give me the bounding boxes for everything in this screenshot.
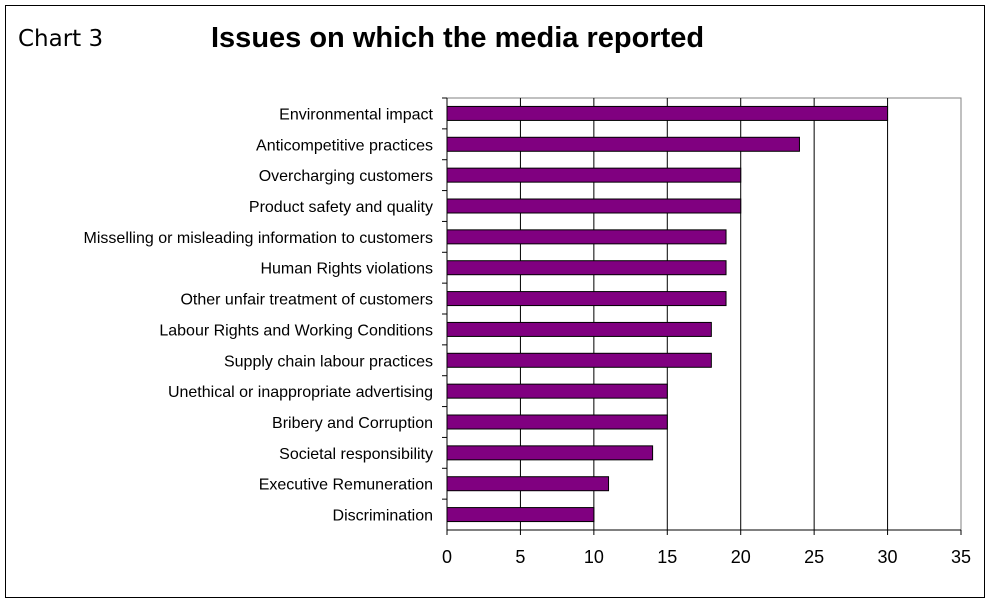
x-tick-label: 15: [657, 547, 677, 567]
bar: [446, 229, 727, 245]
category-label: Anticompetitive practices: [256, 137, 433, 154]
category-label: Overcharging customers: [259, 168, 433, 185]
category-label: Unethical or inappropriate advertising: [168, 384, 433, 401]
bar: [446, 167, 742, 183]
x-tick-label: 10: [584, 547, 604, 567]
category-label: Societal responsibility: [279, 446, 433, 463]
category-label: Environmental impact: [279, 106, 433, 123]
category-label: Product safety and quality: [249, 199, 433, 216]
bar: [446, 291, 727, 307]
bar: [446, 445, 654, 461]
x-axis-ticks: 0 5 10 15 20 25 30 35: [442, 530, 971, 567]
category-labels: Environmental impact Anticompetitive prac…: [84, 97, 447, 525]
category-label: Human Rights violations: [260, 261, 433, 278]
bar: [446, 321, 712, 337]
x-tick-label: 5: [515, 547, 525, 567]
chart-number: Chart 3: [18, 26, 104, 52]
bar: [446, 198, 742, 214]
x-tick-label: 30: [878, 547, 898, 567]
category-label: Discrimination: [333, 508, 433, 525]
bar: [446, 352, 712, 368]
x-tick-label: 20: [731, 547, 751, 567]
bar: [446, 476, 610, 492]
x-tick-label: 0: [442, 547, 452, 567]
bar: [446, 105, 889, 121]
chart-title: Issues on which the media reported: [211, 22, 705, 54]
category-label: Bribery and Corruption: [272, 415, 433, 432]
bar: [446, 383, 668, 399]
category-label: Other unfair treatment of customers: [180, 292, 433, 309]
plot-area: [446, 97, 962, 531]
category-label: Supply chain labour practices: [224, 353, 433, 370]
category-label: Labour Rights and Working Conditions: [159, 322, 433, 339]
category-label: Misselling or misleading information to …: [84, 230, 433, 247]
x-tick-label: 25: [804, 547, 824, 567]
bars: [446, 105, 889, 523]
bar: [446, 136, 800, 152]
category-label: Executive Remuneration: [259, 477, 433, 494]
bar: [446, 414, 668, 430]
bar: [446, 507, 595, 523]
x-tick-label: 35: [951, 547, 971, 567]
bar: [446, 260, 727, 276]
